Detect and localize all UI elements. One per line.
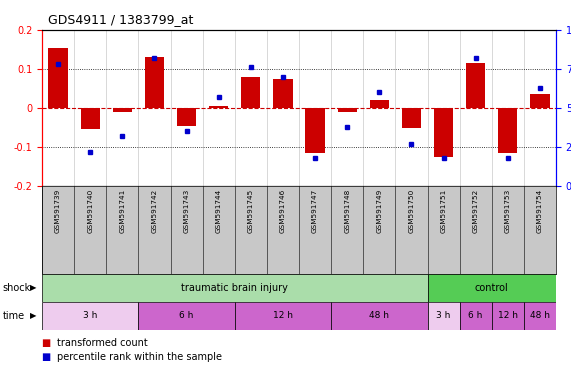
Text: GSM591752: GSM591752	[473, 189, 478, 233]
Bar	[402, 108, 421, 127]
Bar	[466, 63, 485, 108]
Text: GSM591739: GSM591739	[55, 189, 61, 233]
Text: GSM591748: GSM591748	[344, 189, 350, 233]
Text: traumatic brain injury: traumatic brain injury	[182, 283, 288, 293]
Text: 12 h: 12 h	[498, 311, 518, 321]
Text: 48 h: 48 h	[369, 311, 389, 321]
Bar	[241, 77, 260, 108]
Bar	[177, 108, 196, 126]
FancyBboxPatch shape	[331, 302, 428, 330]
FancyBboxPatch shape	[428, 274, 556, 302]
Text: GSM591741: GSM591741	[119, 189, 125, 233]
FancyBboxPatch shape	[428, 302, 460, 330]
Text: GDS4911 / 1383799_at: GDS4911 / 1383799_at	[48, 13, 193, 26]
Text: GSM591745: GSM591745	[248, 189, 254, 233]
Bar	[530, 94, 549, 108]
Text: ■: ■	[42, 352, 54, 362]
Bar	[112, 108, 132, 112]
Text: GSM591743: GSM591743	[183, 189, 190, 233]
FancyBboxPatch shape	[138, 302, 235, 330]
Text: GSM591749: GSM591749	[376, 189, 383, 233]
Bar	[81, 108, 100, 129]
Text: ■: ■	[42, 338, 54, 348]
Bar	[498, 108, 517, 153]
Text: transformed count: transformed count	[58, 338, 148, 348]
Bar	[209, 106, 228, 108]
Text: GSM591740: GSM591740	[87, 189, 93, 233]
Text: 6 h: 6 h	[468, 311, 483, 321]
Text: GSM591744: GSM591744	[216, 189, 222, 233]
FancyBboxPatch shape	[524, 302, 556, 330]
Bar	[49, 48, 68, 108]
Bar	[305, 108, 325, 153]
FancyBboxPatch shape	[492, 302, 524, 330]
Text: 3 h: 3 h	[436, 311, 451, 321]
Bar	[145, 57, 164, 108]
Bar	[274, 79, 292, 108]
Text: GSM591751: GSM591751	[441, 189, 447, 233]
Text: GSM591742: GSM591742	[151, 189, 158, 233]
Text: GSM591754: GSM591754	[537, 189, 543, 233]
Text: GSM591747: GSM591747	[312, 189, 318, 233]
Text: 48 h: 48 h	[530, 311, 550, 321]
Text: ▶: ▶	[30, 283, 37, 293]
Text: ▶: ▶	[30, 311, 37, 321]
Text: control: control	[475, 283, 509, 293]
Bar	[434, 108, 453, 157]
Text: 6 h: 6 h	[179, 311, 194, 321]
FancyBboxPatch shape	[460, 302, 492, 330]
Text: GSM591753: GSM591753	[505, 189, 511, 233]
FancyBboxPatch shape	[235, 302, 331, 330]
FancyBboxPatch shape	[42, 302, 138, 330]
Text: percentile rank within the sample: percentile rank within the sample	[58, 352, 223, 362]
Bar	[337, 108, 357, 112]
Text: time: time	[3, 311, 25, 321]
FancyBboxPatch shape	[42, 274, 428, 302]
Text: GSM591746: GSM591746	[280, 189, 286, 233]
Text: shock: shock	[3, 283, 31, 293]
Text: 3 h: 3 h	[83, 311, 98, 321]
Bar	[369, 100, 389, 108]
Text: GSM591750: GSM591750	[408, 189, 415, 233]
Text: 12 h: 12 h	[273, 311, 293, 321]
